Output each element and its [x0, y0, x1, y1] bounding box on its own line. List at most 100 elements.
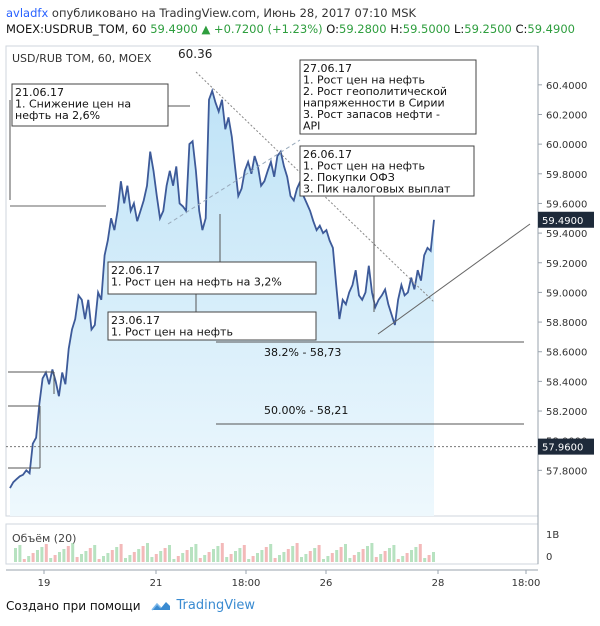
volume-bar: [53, 555, 57, 562]
volume-bar: [40, 547, 44, 562]
annotation-line: 1. Рост цен на нефть: [111, 326, 233, 339]
y-tick-label: 59.8000: [546, 170, 587, 181]
volume-bar: [401, 556, 405, 562]
volume-bar: [31, 553, 35, 562]
high-label: H:: [390, 22, 403, 36]
chart-title: USD/RUB TOM, 60, MOEX: [12, 52, 152, 65]
volume-bar: [432, 552, 435, 562]
author-link[interactable]: avladfx: [6, 6, 49, 20]
y-tick-label: 60.0000: [546, 140, 587, 151]
volume-bar: [71, 543, 75, 562]
volume-bar: [269, 544, 273, 562]
fib-level-label: 38.2% - 58,73: [264, 346, 341, 359]
annotation-22-06[interactable]: 22.06.171. Рост цен на нефть на 3,2%: [107, 261, 317, 295]
published-text: опубликовано на TradingView.com, Июнь 28…: [51, 6, 417, 20]
volume-bar: [388, 548, 391, 562]
fib-level-label: 50.00% - 58,21: [264, 404, 348, 417]
volume-bar: [313, 548, 317, 562]
x-tick-label: 18:00: [512, 578, 541, 589]
volume-bar: [176, 556, 180, 562]
volume-bar: [132, 552, 136, 562]
annotation-line: 2. Покупки ОФЗ: [303, 171, 395, 184]
volume-bar: [207, 552, 211, 562]
volume-bar: [36, 550, 39, 562]
volume-bar: [163, 548, 167, 562]
annotation-line: нефть на 2,6%: [15, 109, 100, 122]
volume-bar: [291, 546, 295, 562]
publish-info: avladfx опубликовано на TradingView.com,…: [6, 6, 416, 20]
tradingview-brand[interactable]: TradingView: [176, 598, 256, 613]
volume-bar: [198, 558, 202, 562]
volume-bar: [234, 551, 237, 562]
y-tick-label: 58.2000: [546, 407, 587, 418]
volume-bar: [154, 554, 158, 562]
annotation-line: 21.06.17: [15, 86, 64, 99]
volume-bar: [62, 549, 66, 562]
price-chart[interactable]: 60.4000 60.2000 60.0000 59.8000 59.6000 59.40…: [0, 40, 600, 592]
volume-bar: [238, 548, 242, 562]
symbol-line: MOEX:USDRUB_TOM, 60: [6, 22, 147, 36]
y-tick-label: 59.0000: [546, 288, 587, 299]
volume-bar: [414, 547, 418, 562]
volume-bar: [300, 557, 303, 562]
annotation-line: 1. Рост цен на нефть: [303, 74, 425, 87]
trend-line-mid[interactable]: [167, 139, 301, 225]
peak-label: 60.36: [178, 47, 212, 61]
volume-bar: [150, 557, 154, 562]
volume-bar: [44, 544, 48, 562]
volume-bar: [106, 553, 110, 562]
volume-title: Объём (20): [12, 532, 76, 545]
volume-bar: [22, 559, 26, 562]
annotation-box: [299, 59, 477, 135]
annotation-line: 2. Рост геополитической: [303, 85, 447, 98]
last-price: 59.4900: [150, 22, 198, 36]
volume-bar: [124, 558, 127, 562]
volume-bar: [110, 550, 114, 562]
last-price-tag: [538, 211, 594, 228]
annotation-line: 23.06.17: [111, 314, 160, 327]
high-value: 59.5000: [402, 22, 451, 36]
volume-bar: [102, 556, 105, 562]
annotation-line: 1. Снижение цен на: [15, 98, 131, 111]
open-value: 59.2800: [339, 22, 387, 36]
annotation-line: 22.06.17: [111, 264, 160, 277]
x-tick-label: 19: [38, 578, 51, 589]
volume-bar: [344, 544, 347, 562]
volume-bar: [247, 559, 251, 562]
annotation-line: напряженности в Сирии: [303, 97, 445, 110]
last-price-tag-label: 59.4900: [542, 216, 583, 227]
y-tick-label: 58.6000: [546, 348, 587, 359]
volume-bar: [361, 549, 365, 562]
y-tick-label: 58.4000: [546, 377, 587, 388]
volume-axis-label: 0: [546, 552, 552, 563]
volume-bar: [304, 554, 308, 562]
price-line[interactable]: [9, 87, 435, 489]
y-tick-label: 60.2000: [546, 110, 587, 121]
annotation-line: API: [303, 120, 320, 133]
volume-bar: [119, 544, 123, 562]
volume-bar: [49, 558, 53, 562]
volume-bar: [225, 557, 229, 562]
volume-bar: [194, 544, 198, 562]
annotation-box: [11, 83, 169, 127]
volume-bar: [58, 552, 61, 562]
volume-bar: [317, 545, 321, 562]
annotation-23-06[interactable]: 23.06.171. Рост цен на нефть: [107, 311, 317, 341]
volume-bar: [427, 555, 431, 562]
trend-line-up[interactable]: [377, 223, 531, 335]
volume-bar: [14, 548, 17, 562]
volume-bar: [84, 551, 88, 562]
volume-bar: [172, 559, 176, 562]
y-tick-label: 59.2000: [546, 259, 587, 270]
volume-bar: [141, 546, 145, 562]
volume-bar: [220, 543, 224, 562]
volume-bar: [423, 558, 427, 562]
volume-bar: [410, 550, 413, 562]
close-value: 59.4900: [527, 22, 575, 36]
price-change: ▲ +0.7200 (+1.23%): [201, 22, 323, 36]
volume-bar: [137, 549, 141, 562]
volume-bar: [273, 558, 277, 562]
